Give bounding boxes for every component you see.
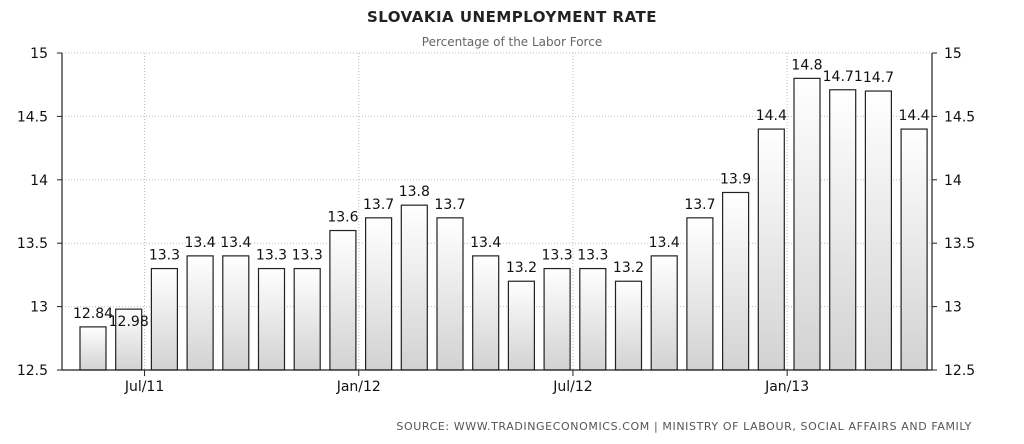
data-label: 12.98	[109, 314, 149, 330]
data-label: 13.3	[256, 248, 287, 264]
data-label: 13.4	[470, 235, 501, 251]
bar	[579, 267, 607, 371]
bar	[650, 255, 678, 371]
bar-series	[79, 77, 928, 371]
bar	[793, 77, 821, 371]
bar	[757, 128, 785, 371]
bar	[721, 191, 750, 371]
data-label: 13.7	[684, 197, 715, 213]
y-tick-label-right: 12.5	[944, 363, 975, 379]
bar	[543, 267, 571, 371]
data-label: 14.71	[823, 69, 863, 85]
x-tick-label: Jul/12	[552, 379, 592, 395]
y-tick-label-right: 14	[944, 173, 962, 189]
x-tick-label: Jul/11	[124, 379, 164, 395]
chart-title: SLOVAKIA UNEMPLOYMENT RATE	[366, 8, 658, 26]
bar	[257, 267, 286, 371]
bar	[186, 255, 214, 371]
data-label: 13.4	[185, 235, 216, 251]
data-label: 14.4	[899, 108, 930, 124]
bar	[329, 229, 357, 371]
data-label: 13.8	[399, 184, 430, 200]
data-label: 13.7	[434, 197, 465, 213]
data-label: 13.3	[292, 248, 323, 264]
data-label: 14.4	[756, 108, 787, 124]
bar	[436, 217, 464, 371]
bar	[686, 217, 714, 371]
bar	[864, 90, 893, 371]
y-tick-label-left: 14	[30, 173, 48, 189]
y-tick-label-right: 13.5	[944, 236, 975, 252]
y-tick-label-right: 15	[944, 46, 962, 62]
source-note: SOURCE: WWW.TRADINGECONOMICS.COM | MINIS…	[396, 420, 972, 433]
bar	[472, 255, 500, 371]
bar	[365, 217, 393, 371]
data-label: 13.2	[506, 260, 537, 276]
x-tick-label: Jan/13	[764, 379, 809, 395]
y-tick-label-right: 13	[944, 300, 962, 316]
data-label: 14.8	[791, 57, 822, 73]
bar	[614, 280, 643, 371]
data-label: 13.2	[613, 260, 644, 276]
bar	[400, 204, 428, 371]
y-tick-label-left: 13.5	[17, 236, 48, 252]
x-tick-label: Jan/12	[336, 379, 381, 395]
data-label: 14.7	[863, 70, 894, 86]
bar	[222, 255, 250, 371]
y-tick-label-left: 14.5	[17, 109, 48, 125]
y-tick-label-left: 12.5	[17, 363, 48, 379]
bar	[150, 267, 178, 371]
data-label: 13.3	[542, 248, 573, 264]
data-label: 13.9	[720, 171, 751, 187]
axes: 12.5 12.5 13 13 13.5 13.5 14 14 14.5 14.5 15 15 Jul/…	[17, 46, 975, 395]
data-label: 13.4	[649, 235, 680, 251]
bar	[507, 280, 535, 371]
data-label: 13.3	[149, 248, 180, 264]
bar	[900, 128, 928, 371]
data-label: 13.7	[363, 197, 394, 213]
chart-subtitle: Percentage of the Labor Force	[421, 35, 603, 49]
bar	[79, 326, 107, 371]
y-tick-label-right: 14.5	[944, 109, 975, 125]
data-label: 13.4	[220, 235, 251, 251]
data-label: 13.3	[577, 248, 608, 264]
y-tick-label-left: 13	[30, 300, 48, 316]
bar	[829, 89, 857, 371]
y-tick-label-left: 15	[30, 46, 48, 62]
bar	[293, 267, 321, 371]
data-label: 13.6	[327, 210, 358, 226]
data-label: 12.84	[73, 306, 113, 322]
